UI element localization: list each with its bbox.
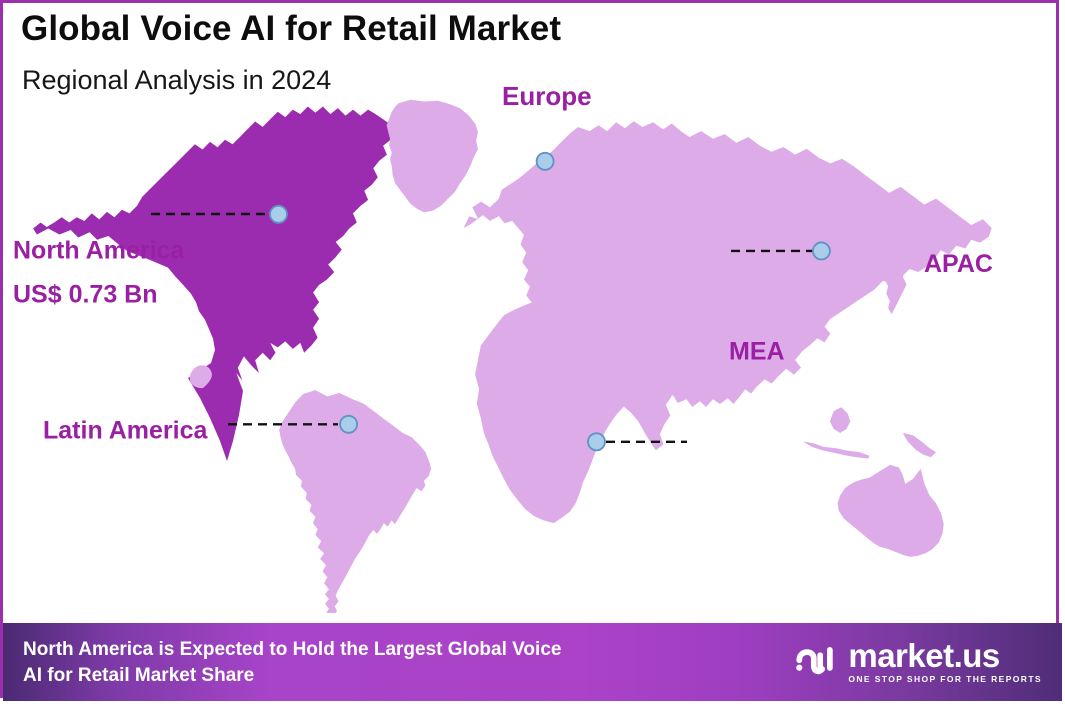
svg-text:US$ 0.73 Bn: US$ 0.73 Bn — [13, 281, 158, 309]
svg-text:Latin America: Latin America — [43, 417, 209, 445]
svg-text:North America: North America — [13, 237, 185, 265]
svg-text:APAC: APAC — [924, 250, 993, 278]
svg-text:MEA: MEA — [729, 338, 785, 366]
